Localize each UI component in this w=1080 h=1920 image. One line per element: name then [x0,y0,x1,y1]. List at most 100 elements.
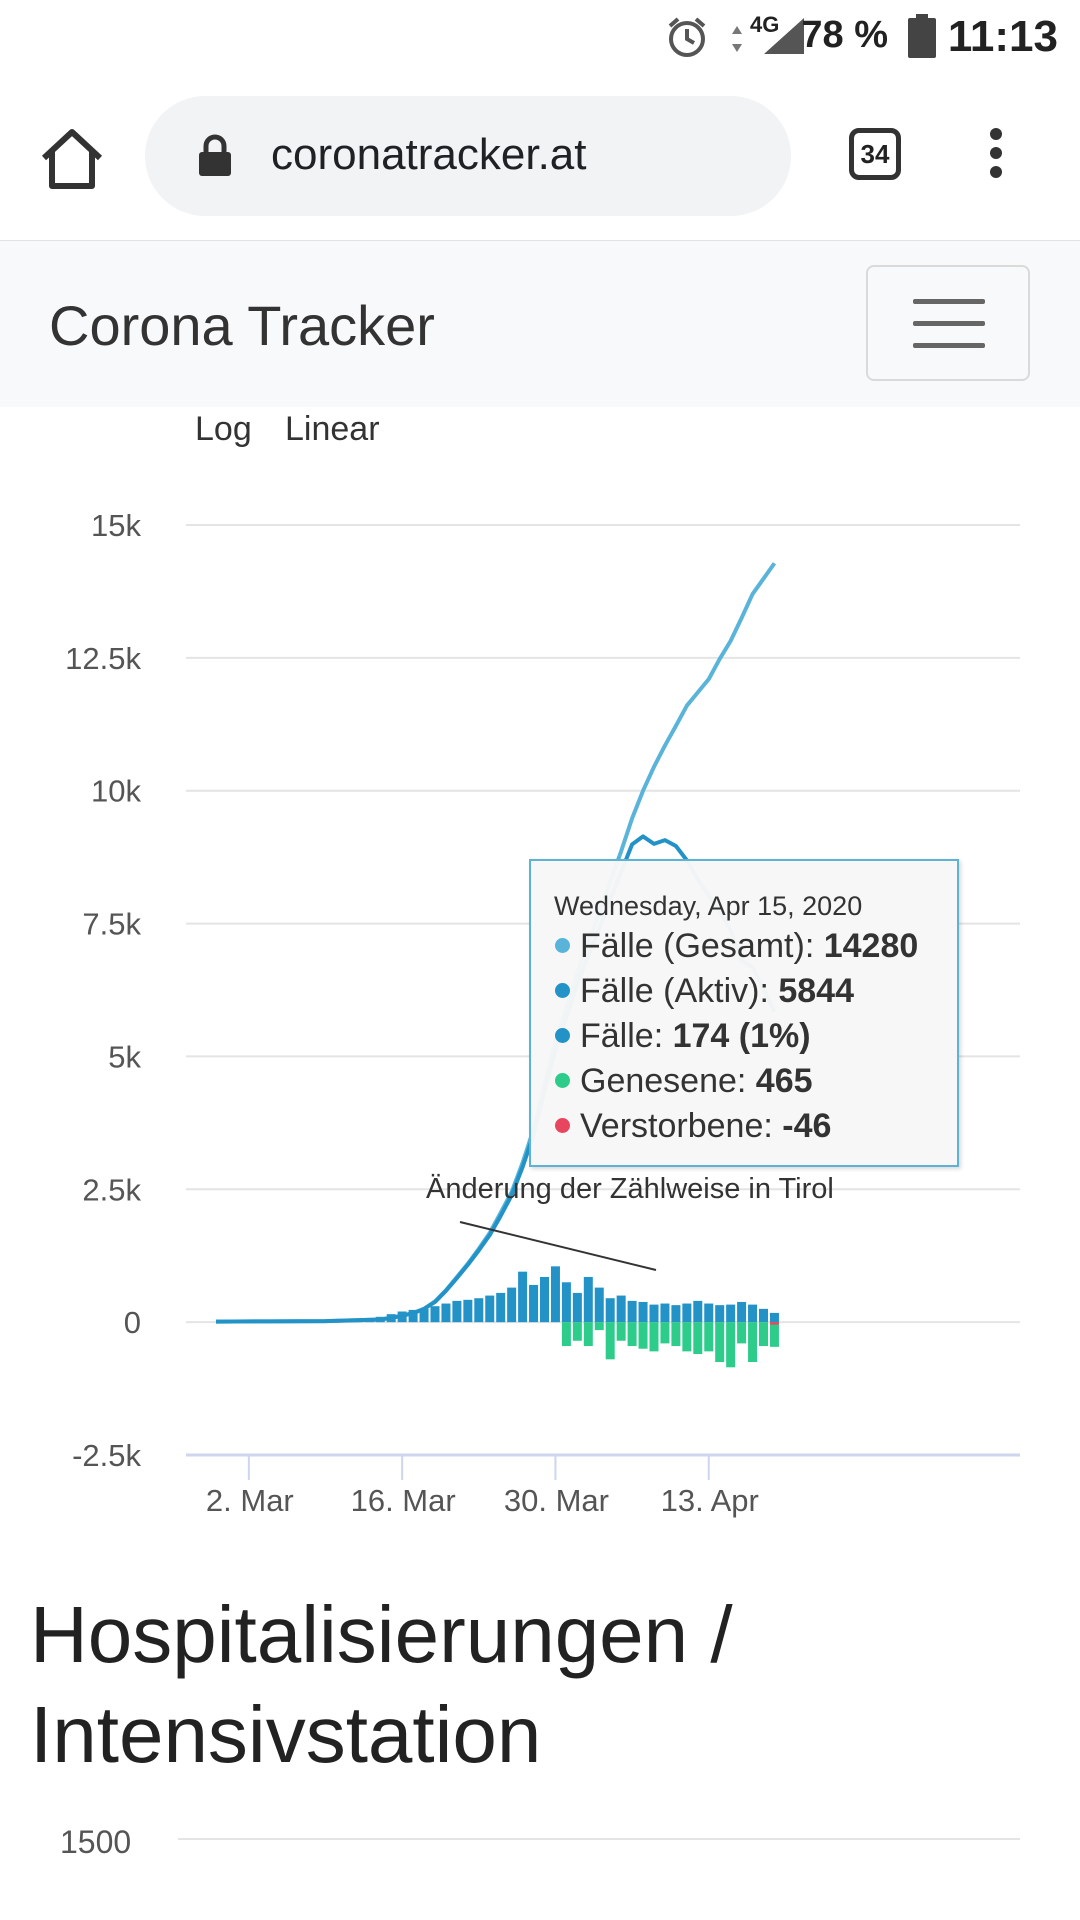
y-tick-label: 2.5k [82,1172,141,1207]
cases-chart: 15k 12.5k 10k 7.5k 5k 2.5k 0 -2.5k 2. Mar 16. Mar… [0,470,1080,1560]
bar [748,1304,758,1323]
bar [616,1295,626,1323]
bar [507,1287,517,1323]
tooltip-row: Fälle: 174 (1%) [555,1017,811,1056]
bar [540,1276,549,1323]
annotation-pointer [459,1221,657,1271]
bar [419,1308,429,1323]
bar [583,1322,593,1347]
bar [627,1300,637,1323]
bar [769,1312,779,1323]
more-options-icon[interactable] [984,128,1008,188]
clock: 11:13 [947,12,1058,61]
bar [682,1303,692,1323]
bar [518,1271,528,1323]
series-dot-icon [555,937,570,953]
y-tick-label: 12.5k [65,641,141,676]
address-bar[interactable]: coronatracker.at [145,96,791,216]
tooltip-row: Fälle (Aktiv): 5844 [555,972,854,1011]
bar [441,1303,451,1323]
bar [715,1322,725,1362]
bar [704,1303,714,1323]
y-tick-label: 15k [91,508,141,543]
bar [583,1276,593,1323]
bar [594,1322,604,1331]
section-title: Hospitalisierungen / Intensivstation [30,1590,733,1779]
bar [737,1322,747,1344]
signal-icon [764,18,804,54]
bar [627,1322,637,1347]
bar [572,1322,582,1341]
chart-svg: 15k 12.5k 10k 7.5k 5k 2.5k 0 -2.5k 2. Mar 16. Mar… [65,508,1020,1518]
data-transfer-icon [732,26,742,52]
series-dot-icon [555,1117,570,1133]
bar [704,1322,714,1352]
x-tick-label: 30. Mar [504,1483,609,1518]
tab-switcher-button[interactable]: 34 [849,128,901,180]
bar [748,1322,758,1362]
tooltip-row: Genesene: 465 [555,1062,813,1101]
bar [769,1322,779,1347]
y-tick-label: 5k [108,1039,141,1074]
lock-icon [199,134,231,176]
bar [693,1322,703,1355]
bar [693,1300,703,1323]
bar [759,1308,768,1323]
bar [605,1298,615,1323]
bar [496,1292,506,1323]
battery-icon [908,14,936,58]
bar [660,1322,670,1344]
tooltip-date: Wednesday, Apr 15, 2020 [554,891,863,921]
chart-tooltip: Wednesday, Apr 15, 2020 Fälle (Gesamt): … [529,859,959,1167]
bar [649,1322,659,1352]
bar [594,1287,604,1323]
alarm-icon [668,17,706,57]
bar [759,1322,768,1347]
bar [572,1292,582,1323]
y-tick-label: 1500 [60,1824,132,1860]
bar [638,1322,648,1349]
bar [682,1322,692,1352]
x-tick-label: 2. Mar [206,1483,294,1518]
battery-percent: 78 % [801,14,888,56]
y-tick-label: 7.5k [82,907,141,942]
site-brand[interactable]: Corona Tracker [49,294,435,357]
bar [671,1322,681,1347]
x-tick-label: 16. Mar [351,1483,456,1518]
bar [616,1322,626,1341]
bar [529,1284,539,1323]
series-dot-icon [555,1072,570,1088]
bar [561,1282,571,1323]
bar [660,1303,670,1323]
x-tick-label: 13. Apr [661,1483,759,1518]
bar [550,1266,560,1323]
annotation-label: Änderung der Zählweise in Tirol [426,1173,834,1205]
bar [463,1299,473,1323]
tooltip-row: Verstorbene: -46 [555,1107,831,1146]
gridline [178,1838,1020,1840]
bar [408,1309,418,1323]
status-bar: 4G 78 % 11:13 [0,0,1080,74]
browser-toolbar: coronatracker.at 34 [0,74,1080,241]
y-tick-label: 10k [91,774,141,809]
nav-toggle-button[interactable] [866,265,1030,381]
bar [430,1306,440,1323]
bar [715,1305,725,1323]
bar [638,1301,648,1323]
bar [452,1300,462,1323]
home-icon[interactable] [38,124,106,192]
series-dot-icon [555,1027,570,1043]
y-tick-label: -2.5k [72,1438,141,1473]
bar [737,1301,747,1323]
bar [726,1322,736,1368]
scale-linear-button[interactable]: Linear [285,410,380,448]
url-text[interactable]: coronatracker.at [271,130,587,179]
bar [474,1298,484,1323]
bar [769,1322,779,1325]
bar [485,1295,495,1323]
scale-log-button[interactable]: Log [195,410,252,448]
bar [649,1304,659,1323]
site-navbar: Corona Tracker [0,241,1080,407]
bar [671,1305,681,1323]
network-type: 4G [750,12,780,37]
